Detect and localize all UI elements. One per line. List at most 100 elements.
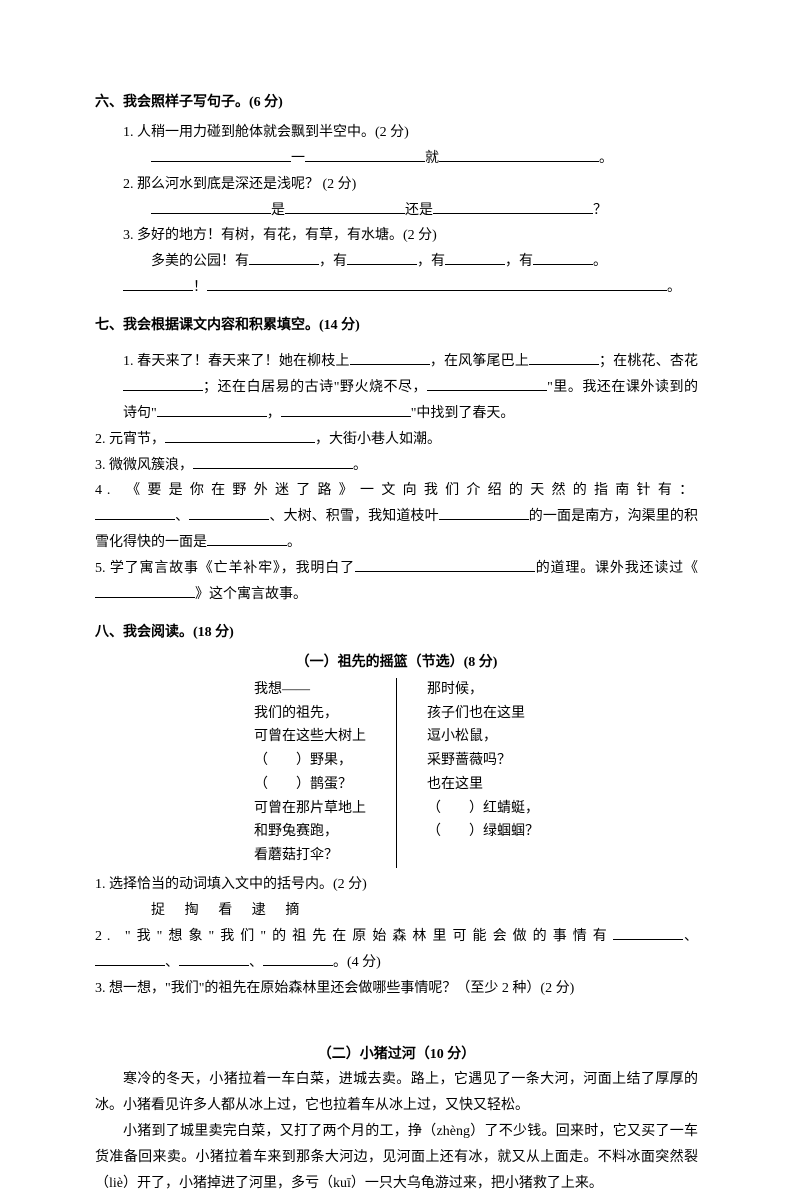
text: 2. 元宵节，	[95, 432, 165, 447]
s7-q5: 5. 学了寓言故事《亡羊补牢》，我明白了 的道理。课外我还读过《》这个寓言故事。	[95, 556, 698, 608]
text: 是	[271, 203, 285, 218]
poem-line: 和野兔赛跑，	[254, 820, 366, 844]
text: ，	[267, 406, 281, 421]
s8-p1-title: （一）祖先的摇篮（节选）(8 分)	[95, 650, 698, 676]
text: 。	[667, 280, 681, 295]
s8-p1-q1: 1. 选择恰当的动词填入文中的括号内。(2 分)	[95, 872, 698, 898]
poem-container: 我想—— 我们的祖先， 可曾在这些大树上 （ ）野果， （ ）鹊蛋？ 可曾在那片…	[95, 678, 698, 868]
text: 还是	[405, 203, 433, 218]
text: 3. 微微风簇浪，	[95, 458, 193, 473]
text: 。	[593, 254, 607, 269]
blank[interactable]	[207, 277, 667, 291]
text: "中找到了春天。	[411, 406, 515, 421]
text: ，有	[319, 254, 347, 269]
s6-q3-fill1: 多美的公园！有 ，有 ，有 ，有 。	[95, 249, 698, 275]
s7-q4: 4. 《要是你在野外迷了路》一文向我们介绍的天然的指南针有： 、 、大树、积雪，我知…	[95, 478, 698, 556]
blank[interactable]	[427, 377, 547, 391]
text: ，有	[505, 254, 533, 269]
s6-q1-fill: 一 就 。	[95, 146, 698, 172]
blank[interactable]	[123, 277, 193, 291]
blank[interactable]	[189, 506, 269, 520]
s8-p2-para1: 寒冷的冬天，小猪拉着一车白菜，进城去卖。路上，它遇见了一条大河，河面上结了厚厚的…	[95, 1067, 698, 1119]
blank[interactable]	[281, 403, 411, 417]
blank[interactable]	[347, 251, 417, 265]
section-8-title: 八、我会阅读。(18 分)	[95, 620, 698, 646]
blank[interactable]	[355, 558, 535, 572]
poem-line: （ ）红蜻蜓，	[427, 797, 539, 821]
poem-line: 我们的祖先，	[254, 702, 366, 726]
s8-p1-q3: 3. 想一想，"我们"的祖先在原始森林里还会做哪些事情呢？（至少 2 种）(2 …	[95, 976, 698, 1002]
poem-line: （ ）绿蝈蝈？	[427, 820, 539, 844]
blank[interactable]	[350, 351, 430, 365]
text: 、	[175, 509, 189, 524]
blank[interactable]	[179, 952, 249, 966]
text: ，有	[417, 254, 445, 269]
s7-q3: 3. 微微风簇浪， 。	[95, 453, 698, 479]
poem-left-col: 我想—— 我们的祖先， 可曾在这些大树上 （ ）野果， （ ）鹊蛋？ 可曾在那片…	[224, 678, 397, 868]
blank[interactable]	[95, 506, 175, 520]
blank[interactable]	[263, 952, 333, 966]
text: 5. 学了寓言故事《亡羊补牢》，我明白了	[95, 561, 355, 576]
s6-q3-fill2: ！。	[95, 275, 698, 301]
s8-p2-para2: 小猪到了城里卖完白菜，又打了两个月的工，挣（zhèng）了不少钱。回来时，它又买…	[95, 1119, 698, 1197]
blank[interactable]	[439, 506, 529, 520]
blank[interactable]	[305, 148, 425, 162]
poem-line: 看蘑菇打伞？	[254, 844, 366, 868]
s6-q2-fill: 是 还是 ？	[95, 198, 698, 224]
text: 、	[165, 955, 179, 970]
text: 。	[353, 458, 367, 473]
poem-right-col: 那时候， 孩子们也在这里 逗小松鼠， 采野蔷薇吗？ 也在这里 （ ）红蜻蜓， （…	[397, 678, 569, 868]
text: 。	[287, 535, 301, 550]
text: 、	[683, 929, 698, 944]
text: ，在风筝尾巴上	[430, 354, 529, 369]
text: 、大树、积雪，我知道枝叶	[269, 509, 438, 524]
blank[interactable]	[207, 532, 287, 546]
text: ；在桃花、杏花	[599, 354, 698, 369]
s7-q1: 1. 春天来了！春天来了！她在柳枝上 ，在风筝尾巴上 ；在桃花、杏花 ；还在白居易的古…	[95, 349, 698, 427]
poem-line: 孩子们也在这里	[427, 702, 539, 726]
blank[interactable]	[193, 455, 353, 469]
text: 。	[599, 151, 613, 166]
poem-line: 逗小松鼠，	[427, 725, 539, 749]
s6-q3: 3. 多好的地方！有树，有花，有草，有水塘。(2 分)	[95, 223, 698, 249]
blank[interactable]	[439, 148, 599, 162]
blank[interactable]	[165, 429, 315, 443]
poem-line: （ ）鹊蛋？	[254, 773, 366, 797]
text: 4. 《要是你在野外迷了路》一文向我们介绍的天然的指南针有：	[95, 483, 698, 498]
text: 一	[291, 151, 305, 166]
blank[interactable]	[445, 251, 505, 265]
text: 多美的公园！有	[151, 254, 249, 269]
text: ，大街小巷人如潮。	[315, 432, 441, 447]
blank[interactable]	[433, 200, 593, 214]
text: 的道理。课外我还读过《	[535, 561, 698, 576]
poem-line: 也在这里	[427, 773, 539, 797]
blank[interactable]	[95, 952, 165, 966]
s8-p1-q1-opts: 捉 掏 看 逮 摘	[95, 898, 698, 924]
blank[interactable]	[285, 200, 405, 214]
poem-line: 采野蔷薇吗？	[427, 749, 539, 773]
blank[interactable]	[123, 377, 203, 391]
poem-line: （ ）野果，	[254, 749, 366, 773]
blank[interactable]	[249, 251, 319, 265]
section-6-title: 六、我会照样子写句子。(6 分)	[95, 90, 698, 116]
s8-p1-q2: 2. "我"想象"我们"的祖先在原始森林里可能会做的事情有、、、。(4 分)	[95, 924, 698, 976]
s8-p2-title: （二）小猪过河（10 分）	[95, 1042, 698, 1068]
blank[interactable]	[151, 200, 271, 214]
s6-q2: 2. 那么河水到底是深还是浅呢？ (2 分)	[95, 172, 698, 198]
text: 》这个寓言故事。	[195, 587, 307, 602]
text: 就	[425, 151, 439, 166]
text: ？	[593, 203, 607, 218]
text: ；还在白居易的古诗"野火烧不尽，	[203, 380, 427, 395]
blank[interactable]	[533, 251, 593, 265]
text: 、	[249, 955, 263, 970]
poem-line: 可曾在这些大树上	[254, 725, 366, 749]
s6-q1: 1. 人稍一用力碰到舱体就会飘到半空中。(2 分)	[95, 120, 698, 146]
blank[interactable]	[95, 584, 195, 598]
blank[interactable]	[151, 148, 291, 162]
poem-line: 可曾在那片草地上	[254, 797, 366, 821]
poem-line: 那时候，	[427, 678, 539, 702]
blank[interactable]	[613, 926, 683, 940]
blank[interactable]	[529, 351, 599, 365]
blank[interactable]	[157, 403, 267, 417]
text: 1. 春天来了！春天来了！她在柳枝上	[123, 354, 350, 369]
